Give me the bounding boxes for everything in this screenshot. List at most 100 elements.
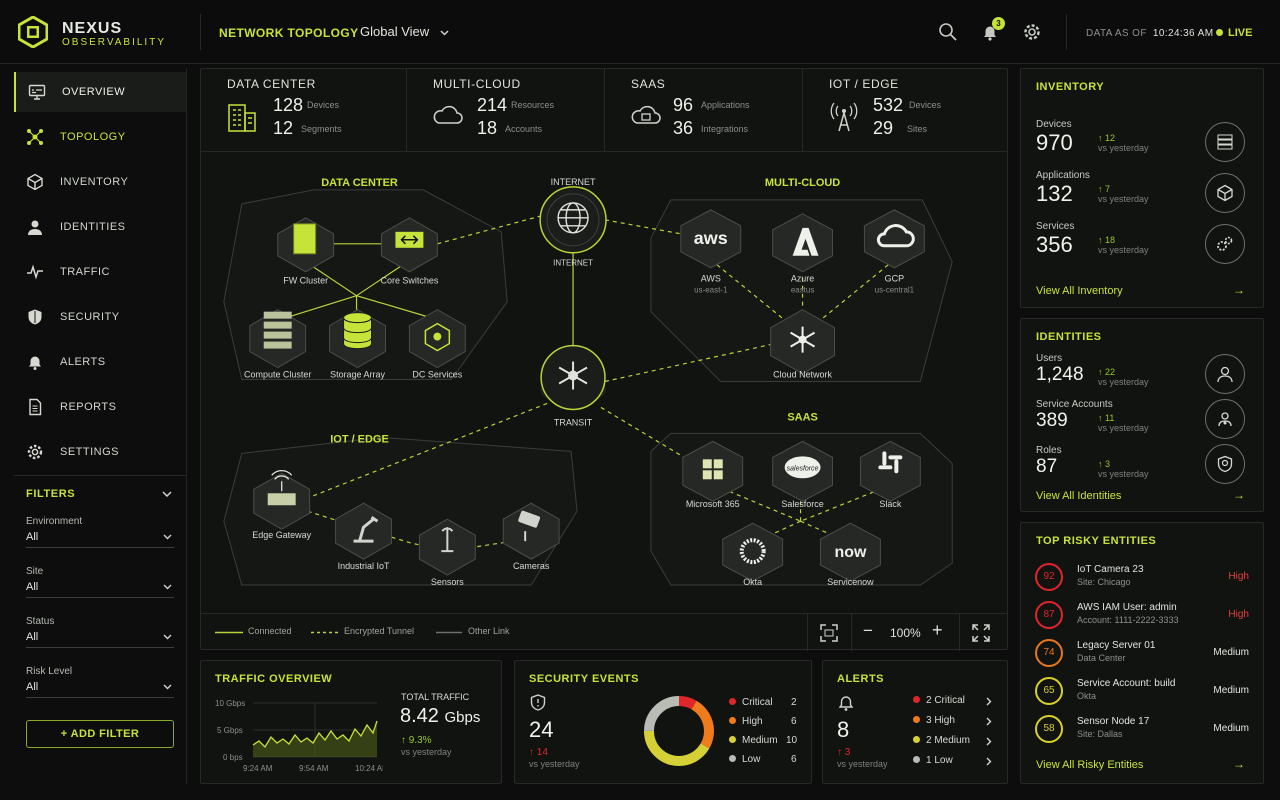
sidebar: OVERVIEW TOPOLOGY INVENTORY IDENTITIES T… — [14, 68, 187, 784]
arrow-right-icon[interactable]: → — [1233, 283, 1245, 297]
alert-critical[interactable]: 2 Critical — [913, 695, 965, 706]
filter-status[interactable]: Status All — [26, 616, 174, 648]
node-okta[interactable]: Okta — [722, 522, 784, 587]
event-high[interactable]: High — [729, 716, 763, 727]
fullscreen-icon[interactable] — [972, 624, 990, 642]
risky-entity-row[interactable]: 74 Legacy Server 01 Data Center Medium — [1035, 639, 1249, 673]
chevron-right-icon[interactable] — [986, 697, 992, 706]
add-filter-button[interactable]: + ADD FILTER — [26, 720, 174, 748]
live-indicator[interactable]: LIVE — [1216, 27, 1252, 39]
topology-diagram[interactable]: DATA CENTER MULTI-CLOUD IOT / EDGE SAAS … — [201, 151, 1007, 613]
inventory-services[interactable]: Services 356 ↑ 18 vs yesterday — [1036, 221, 1246, 258]
view-selector[interactable]: Global View — [360, 24, 449, 39]
alerts-panel[interactable]: ALERTS 8 ↑ 3 vs yesterday 2 Critical 3 H… — [822, 660, 1008, 784]
sidebar-item-reports[interactable]: REPORTS — [14, 387, 186, 427]
node-core-switches[interactable]: Core Switches — [381, 217, 439, 286]
inventory-applications[interactable]: Applications 132 ↑ 7 vs yesterday — [1036, 170, 1246, 207]
node-slack[interactable]: Slack — [859, 440, 921, 509]
filters-panel: FILTERS Environment All Site All Status All… — [14, 475, 186, 760]
sidebar-item-security[interactable]: SECURITY — [14, 297, 186, 337]
sidebar-item-overview[interactable]: OVERVIEW — [14, 72, 186, 112]
filter-site[interactable]: Site All — [26, 566, 174, 598]
search-icon[interactable] — [938, 22, 958, 42]
sidebar-item-settings[interactable]: SETTINGS — [14, 432, 186, 472]
delta-since: vs yesterday — [1098, 469, 1149, 479]
pulse-icon — [27, 264, 43, 280]
chevron-right-icon[interactable] — [986, 737, 992, 746]
node-azure[interactable]: Azure eastus — [772, 213, 834, 295]
traffic-overview-panel[interactable]: TRAFFIC OVERVIEW 10 Gbps 5 Gbps 0 bps 9:… — [200, 660, 502, 784]
panel-title: SECURITY EVENTS — [529, 673, 639, 685]
chevron-right-icon[interactable] — [986, 717, 992, 726]
chevron-right-icon[interactable] — [986, 757, 992, 766]
topology-icon — [27, 129, 43, 145]
identities-roles[interactable]: Roles 87 ↑ 3 vs yesterday — [1036, 445, 1246, 479]
summary-card-iot-edge[interactable]: IOT / EDGE 532 Devices 29 Sites — [803, 69, 1007, 151]
sidebar-item-alerts[interactable]: ALERTS — [14, 342, 186, 382]
roles-icon-button[interactable] — [1205, 444, 1245, 484]
filter-label: Environment — [26, 516, 83, 527]
event-count: 10 — [786, 735, 798, 746]
node-internet[interactable]: INTERNET INTERNET — [539, 177, 607, 268]
event-medium[interactable]: Medium — [729, 735, 778, 746]
sidebar-item-traffic[interactable]: TRAFFIC — [14, 252, 186, 292]
view-all-inventory-link[interactable]: View All Inventory — [1036, 285, 1123, 297]
filters-header[interactable]: FILTERS — [26, 488, 174, 500]
arrow-right-icon[interactable]: → — [1233, 488, 1245, 502]
chevron-down-icon — [163, 684, 172, 690]
gear-icon[interactable] — [1022, 22, 1042, 42]
summary-card-data-center[interactable]: DATA CENTER 128 Devices 12 Segments — [201, 69, 407, 151]
filter-environment[interactable]: Environment All — [26, 516, 174, 548]
sidebar-item-topology[interactable]: TOPOLOGY — [14, 117, 186, 157]
filter-risk-level[interactable]: Risk Level All — [26, 666, 174, 698]
fit-view-icon[interactable] — [820, 624, 838, 642]
sidebar-item-identities[interactable]: IDENTITIES — [14, 207, 186, 247]
event-low[interactable]: Low — [729, 754, 760, 765]
identities-service-accounts[interactable]: Service Accounts 389 ↑ 11 vs yesterday — [1036, 399, 1246, 433]
applications-icon-button[interactable] — [1205, 173, 1245, 213]
sidebar-item-inventory[interactable]: INVENTORY — [14, 162, 186, 202]
node-gcp[interactable]: GCP us-central1 — [863, 209, 925, 295]
summary-card-multi-cloud[interactable]: MULTI-CLOUD 214 Resources 18 Accounts — [407, 69, 605, 151]
arrow-right-icon[interactable]: → — [1233, 757, 1245, 771]
node-sensors[interactable]: Sensors — [418, 518, 476, 587]
risky-entity-row[interactable]: 92 IoT Camera 23 Site: Chicago High — [1035, 563, 1249, 597]
node-microsoft-365[interactable]: Microsoft 365 — [682, 440, 744, 509]
devices-icon-button[interactable] — [1205, 122, 1245, 162]
summary-value: 214 — [477, 95, 508, 115]
alert-low[interactable]: 1 Low — [913, 755, 953, 766]
alert-high[interactable]: 3 High — [913, 715, 955, 726]
node-industrial-iot[interactable]: Industrial IoT — [335, 502, 392, 571]
services-icon-button[interactable] — [1205, 224, 1245, 264]
node-cameras[interactable]: Cameras — [502, 502, 560, 571]
risky-entity-row[interactable]: 58 Sensor Node 17 Site: Dallas Medium — [1035, 715, 1249, 749]
users-icon-button[interactable] — [1205, 354, 1245, 394]
risky-entity-row[interactable]: 87 AWS IAM User: admin Account: 1111-222… — [1035, 601, 1249, 635]
service-accounts-icon-button[interactable] — [1205, 399, 1245, 439]
node-servicenow[interactable]: now Servicenow — [820, 522, 881, 587]
link-saas-mesh — [714, 484, 891, 544]
node-transit[interactable]: TRANSIT — [540, 344, 606, 428]
inventory-devices[interactable]: Devices 970 ↑ 12 vs yesterday — [1036, 119, 1246, 156]
alert-medium[interactable]: 2 Medium — [913, 735, 970, 746]
view-all-identities-link[interactable]: View All Identities — [1036, 490, 1122, 502]
data-time: 10:24:36 AM — [1152, 28, 1214, 39]
node-storage-array[interactable]: Storage Array — [329, 309, 386, 380]
risky-entity-row[interactable]: 65 Service Account: build Okta Medium — [1035, 677, 1249, 711]
identities-users[interactable]: Users 1,248 ↑ 22 vs yesterday — [1036, 353, 1246, 387]
node-fw-cluster[interactable]: FW Cluster — [277, 217, 335, 286]
node-cloud-network[interactable]: Cloud Network — [770, 309, 835, 380]
node-compute-cluster[interactable]: Compute Cluster — [244, 309, 311, 380]
view-all-risky-entities-link[interactable]: View All Risky Entities — [1036, 759, 1144, 771]
zoom-in-button[interactable]: + — [932, 620, 943, 640]
bell-icon[interactable] — [980, 22, 1000, 42]
node-aws[interactable]: aws AWS us-east-1 — [680, 209, 742, 295]
summary-card-saas[interactable]: SAAS 96 Applications 36 Integrations — [605, 69, 803, 151]
node-dc-services[interactable]: DC Services — [408, 309, 466, 380]
risk-score: 65 — [1035, 677, 1063, 705]
node-edge-gateway[interactable]: Edge Gateway — [252, 469, 312, 541]
security-events-panel[interactable]: SECURITY EVENTS 24 ↑ 14 vs yesterday Cri… — [514, 660, 812, 784]
zoom-out-button[interactable]: − — [863, 621, 873, 640]
event-critical[interactable]: Critical — [729, 697, 773, 708]
node-salesforce[interactable]: salesforce Salesforce — [772, 440, 834, 509]
